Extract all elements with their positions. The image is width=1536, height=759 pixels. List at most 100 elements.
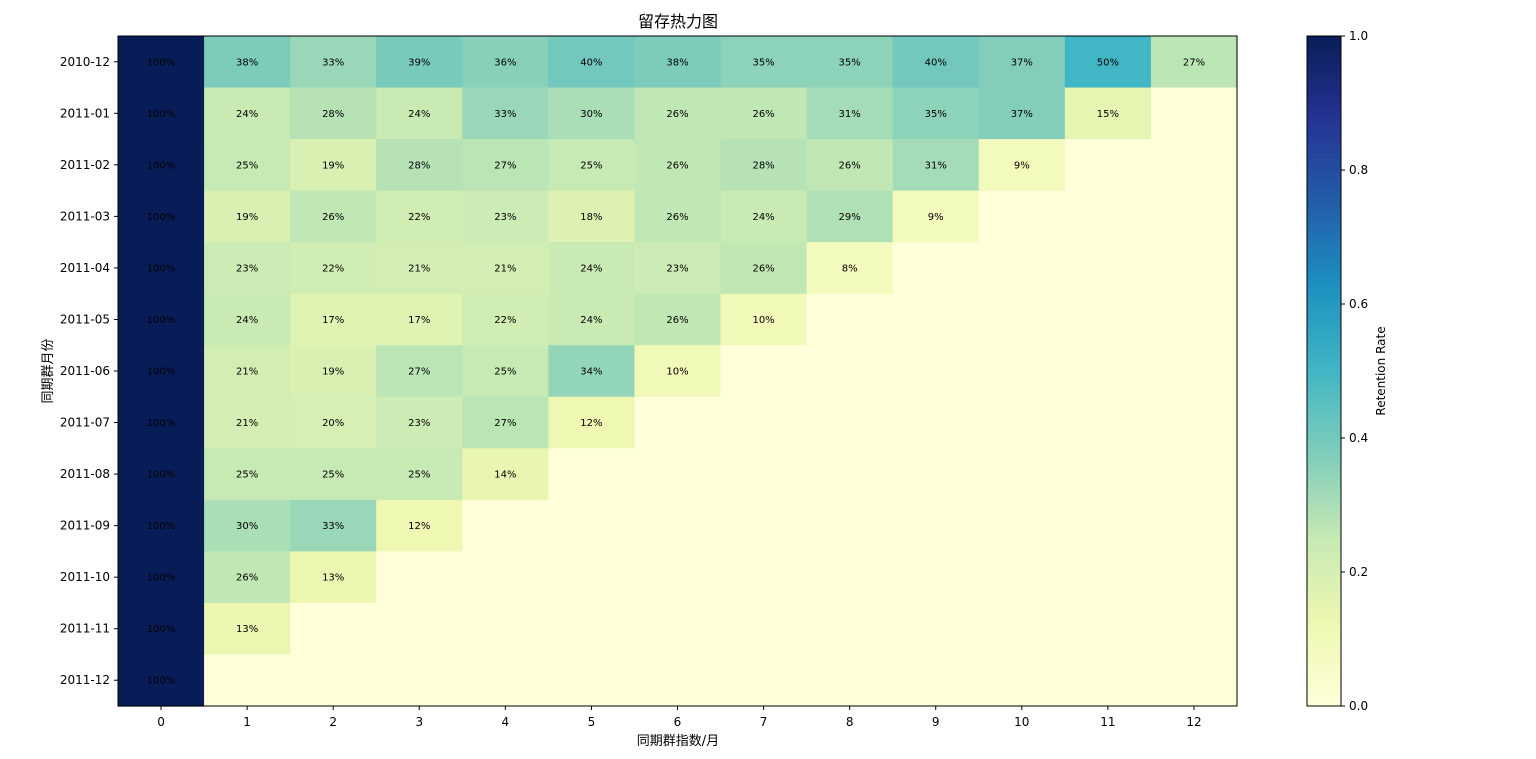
heatmap-cell [634, 654, 722, 707]
x-axis-ticks: 0 1 2 3 4 5 6 7 8 9 10 11 12 [157, 706, 1202, 729]
colorbar [1306, 35, 1342, 707]
heatmap-cell [720, 87, 808, 140]
heatmap-cell [376, 499, 463, 552]
heatmap-cell [806, 293, 894, 346]
y-axis-label: 同期群月份 [41, 338, 56, 403]
heatmap-cell [892, 499, 980, 552]
heatmap-cell [548, 602, 636, 656]
heatmap-cell-label: 35% [839, 57, 861, 68]
heatmap-cell [290, 36, 377, 89]
x-tick-label: 8 [846, 715, 854, 729]
chart-title: 留存热力图 [638, 12, 718, 31]
heatmap-cell [634, 551, 722, 604]
heatmap-cell-label: 24% [580, 263, 602, 274]
y-tick-label: 2011-02 [60, 158, 110, 172]
heatmap-cell [118, 139, 205, 192]
heatmap-cell [1150, 551, 1238, 604]
heatmap-cell [376, 396, 463, 449]
heatmap-cell-label: 36% [494, 57, 516, 68]
x-tick-label: 2 [329, 715, 337, 729]
heatmap-cell [204, 190, 291, 243]
heatmap-cell-label: 26% [839, 160, 861, 171]
heatmap-cell [462, 345, 549, 398]
heatmap-cell [118, 190, 205, 243]
heatmap-cell-label: 22% [494, 315, 516, 326]
heatmap-cell [548, 448, 636, 501]
heatmap-cell [892, 654, 980, 707]
heatmap-cell [1150, 139, 1238, 192]
heatmap-cell [204, 602, 291, 656]
heatmap-cell [1150, 396, 1238, 449]
heatmap-cell-label: 35% [752, 57, 774, 68]
heatmap-cell-label: 27% [408, 367, 430, 378]
heatmap-cell [720, 654, 808, 707]
heatmap-cell [634, 396, 722, 449]
heatmap-cell-label: 24% [752, 212, 774, 223]
heatmap-cell [720, 139, 808, 192]
heatmap-cell [118, 551, 205, 604]
heatmap-cells [118, 36, 1238, 707]
heatmap-cell-label: 100% [147, 470, 176, 481]
heatmap-cell [548, 654, 636, 707]
heatmap-cell [290, 551, 377, 604]
heatmap-cell-label: 100% [147, 418, 176, 429]
heatmap-cell-label: 26% [666, 109, 688, 120]
heatmap-cell [118, 602, 205, 656]
heatmap-cell-label: 29% [839, 212, 861, 223]
heatmap-cell-label: 100% [147, 676, 176, 687]
heatmap-cell-label: 100% [147, 521, 176, 532]
heatmap-cell-label: 100% [147, 160, 176, 171]
heatmap-cell [204, 36, 291, 89]
heatmap-cell [204, 87, 291, 140]
heatmap-cell-label: 33% [322, 521, 344, 532]
colorbar-tick-label: 0.4 [1349, 431, 1368, 445]
heatmap-cell [462, 139, 549, 192]
heatmap-cell [1150, 602, 1238, 656]
x-tick-label: 10 [1014, 715, 1029, 729]
heatmap-cell-label: 19% [236, 212, 258, 223]
heatmap-cell [892, 87, 980, 140]
heatmap-cell-label: 23% [494, 212, 516, 223]
heatmap-cell [462, 602, 549, 656]
heatmap-cell-label: 19% [322, 367, 344, 378]
heatmap-cell [462, 448, 549, 501]
y-tick-label: 2011-03 [60, 209, 110, 223]
heatmap-cell-label: 27% [494, 160, 516, 171]
heatmap-cell-label: 12% [408, 521, 430, 532]
x-tick-label: 5 [588, 715, 596, 729]
heatmap-cell [376, 139, 463, 192]
x-tick-label: 0 [157, 715, 165, 729]
colorbar-ticks: 0.0 0.2 0.4 0.6 0.8 1.0 [1341, 29, 1368, 713]
heatmap-cell [1064, 551, 1152, 604]
heatmap-cell [806, 36, 894, 89]
y-tick-label: 2011-07 [60, 416, 110, 430]
heatmap-cell [548, 396, 636, 449]
heatmap-cell-label: 26% [666, 315, 688, 326]
heatmap-cell [548, 345, 636, 398]
heatmap-cell [978, 36, 1066, 89]
heatmap-cell-label: 27% [494, 418, 516, 429]
y-tick-label: 2011-05 [60, 312, 110, 326]
heatmap-cell [1064, 190, 1152, 243]
heatmap-cell-label: 31% [839, 109, 861, 120]
heatmap-cell-label: 27% [1183, 57, 1205, 68]
heatmap-cell [1150, 345, 1238, 398]
heatmap-cell-label: 19% [322, 160, 344, 171]
heatmap-cell [634, 139, 722, 192]
heatmap-cell-label: 25% [236, 470, 258, 481]
heatmap-cell [978, 551, 1066, 604]
heatmap-cell-label: 24% [580, 315, 602, 326]
heatmap-cell [462, 87, 549, 140]
heatmap-cell [548, 139, 636, 192]
heatmap-cell [806, 448, 894, 501]
heatmap-cell [978, 345, 1066, 398]
heatmap-cell-label: 17% [322, 315, 344, 326]
heatmap-cell [720, 242, 808, 295]
heatmap-cell [978, 190, 1066, 243]
heatmap-cell [720, 448, 808, 501]
heatmap-cell [290, 242, 377, 295]
heatmap-cell [806, 499, 894, 552]
heatmap-cell-label: 33% [322, 57, 344, 68]
heatmap-cell [978, 242, 1066, 295]
heatmap-cell [892, 551, 980, 604]
